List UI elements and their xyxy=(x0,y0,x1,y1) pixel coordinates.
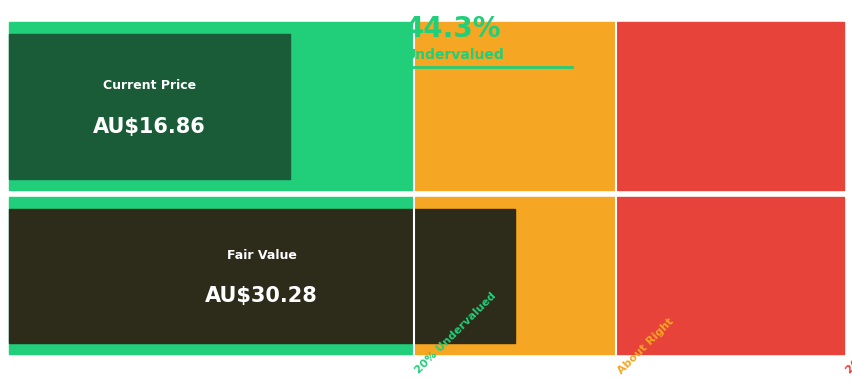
Bar xyxy=(615,198,843,354)
Bar xyxy=(615,22,843,190)
Bar xyxy=(9,22,413,190)
Text: 20% Undervalued: 20% Undervalued xyxy=(413,291,498,376)
Text: Fair Value: Fair Value xyxy=(227,249,296,262)
Bar xyxy=(9,198,413,354)
Bar xyxy=(413,22,615,190)
Text: 44.3%: 44.3% xyxy=(405,15,501,43)
Text: AU$30.28: AU$30.28 xyxy=(205,286,318,306)
Text: Current Price: Current Price xyxy=(103,79,196,92)
Bar xyxy=(9,209,514,343)
Text: AU$16.86: AU$16.86 xyxy=(93,117,205,137)
Bar xyxy=(413,198,615,354)
Bar xyxy=(9,33,290,179)
Text: Undervalued: Undervalued xyxy=(405,49,504,62)
Text: 20% Overvalued: 20% Overvalued xyxy=(843,297,852,376)
Text: About Right: About Right xyxy=(615,316,675,376)
